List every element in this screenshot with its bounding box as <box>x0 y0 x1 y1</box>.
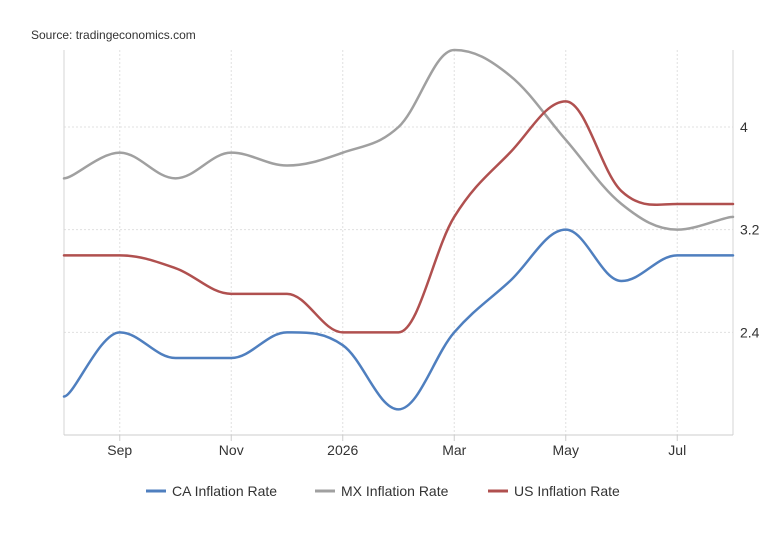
legend: CA Inflation Rate MX Inflation Rate US Inf… <box>146 483 620 499</box>
legend-item[interactable]: US Inflation Rate <box>488 483 620 499</box>
x-tick-label: 2026 <box>327 442 358 458</box>
y-tick-label: 3.2 <box>740 222 760 238</box>
legend-item[interactable]: MX Inflation Rate <box>315 483 449 499</box>
x-tick-label: Sep <box>107 442 132 458</box>
series-line-us-inflation-rate <box>62 100 735 334</box>
legend-label: CA Inflation Rate <box>172 483 277 499</box>
x-axis-labels: Sep Nov 2026 Mar May Jul <box>107 442 686 458</box>
x-tick-label: May <box>553 442 579 458</box>
series-lines <box>62 48 735 411</box>
legend-label: MX Inflation Rate <box>341 483 449 499</box>
grid-lines <box>64 50 733 435</box>
source-label: Source: tradingeconomics.com <box>31 28 196 42</box>
y-axis-labels: 2.4 3.2 4 <box>740 119 760 340</box>
y-tick-label: 4 <box>740 119 748 135</box>
x-tick-label: Mar <box>442 442 466 458</box>
y-tick-label: 2.4 <box>740 324 760 340</box>
series-line-ca-inflation-rate <box>62 228 735 411</box>
series-line-mx-inflation-rate <box>62 48 735 231</box>
legend-item[interactable]: CA Inflation Rate <box>146 483 277 499</box>
x-tick-label: Nov <box>219 442 244 458</box>
legend-label: US Inflation Rate <box>514 483 620 499</box>
x-tick-label: Jul <box>668 442 686 458</box>
axes <box>63 50 734 441</box>
